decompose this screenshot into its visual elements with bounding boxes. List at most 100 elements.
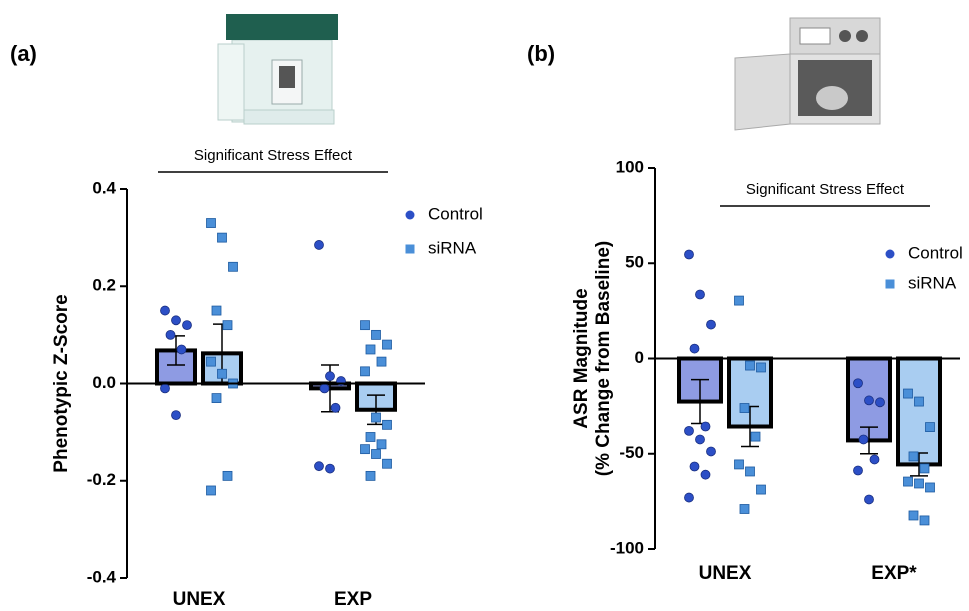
data-point [750,431,761,442]
legend-marker [405,244,415,254]
data-point [365,470,376,481]
data-point [734,295,744,306]
data-point [382,419,392,430]
data-point [734,459,744,470]
data-point [864,395,874,406]
legend-label: Control [428,204,483,223]
data-point [165,329,176,340]
data-point [853,378,863,389]
y-tick-label: 100 [616,157,644,176]
data-point [700,469,711,480]
data-point [325,463,335,474]
data-point [360,366,370,377]
y-tick-label: -50 [619,443,644,462]
data-point [925,422,935,432]
data-point [908,510,919,521]
data-point [171,315,181,326]
data-point [217,232,227,243]
legend-label: siRNA [428,238,477,257]
legend-label: Control [908,243,963,262]
data-point [756,484,766,495]
data-point [330,402,341,413]
data-point [314,461,324,472]
data-point [371,329,381,340]
x-tick-label: UNEX [699,563,752,584]
data-point [689,343,700,354]
data-point [739,504,750,514]
data-point [756,362,766,373]
data-point [211,393,222,403]
bar [896,356,942,467]
error-bar [860,426,878,455]
y-axis-label: Phenotypic Z-Score [51,294,72,472]
data-point [864,494,874,505]
data-point [371,412,381,423]
x-tick-label: EXP [334,589,372,610]
data-point [171,410,181,421]
data-point [206,356,216,367]
data-point [914,396,924,407]
y-axis-label-line: Phenotypic Z-Score [51,294,72,472]
data-point [853,465,863,476]
data-point [875,397,885,408]
data-point [689,461,700,472]
data-point [376,439,387,450]
y-tick-label: 0.4 [92,178,116,197]
data-point [745,466,755,477]
y-tick-label: 0.2 [92,276,116,295]
data-point [914,478,924,489]
data-point [160,305,170,316]
data-point [382,339,392,350]
data-point [182,320,192,331]
data-point [325,371,335,382]
y-axis-label: ASR Magnitude(% Change from Baseline) [571,241,614,476]
data-point [858,434,869,445]
panel-label: (b) [527,41,555,66]
data-point [695,289,705,300]
data-point [371,449,381,459]
y-tick-label: 50 [625,253,644,272]
data-point [908,451,919,462]
data-point [376,356,387,367]
data-point [217,368,227,379]
data-point [903,388,913,399]
y-tick-label: -100 [610,538,644,557]
y-tick-label: 0 [635,348,644,367]
y-tick-label: -0.2 [87,470,116,489]
data-point [319,383,330,394]
legend-label: siRNA [908,273,957,292]
data-point [206,485,216,496]
data-point [382,458,392,469]
data-point [706,319,716,330]
data-point [700,421,711,432]
data-point [903,476,913,487]
panel-label: (a) [10,41,37,66]
data-point [360,320,370,331]
annotation: Significant Stress Effect [746,181,905,198]
data-point [222,470,233,481]
data-point [365,344,376,355]
data-point [176,344,187,355]
x-tick-label: EXP* [871,563,917,584]
legend-marker [405,210,415,220]
data-point [745,360,755,371]
data-point [684,492,694,503]
data-point [160,383,170,394]
y-tick-label: -0.4 [87,567,117,586]
data-point [739,403,750,413]
data-point [314,240,324,250]
data-point [706,446,716,457]
data-point [684,425,694,436]
y-axis-label-line: (% Change from Baseline) [593,241,614,476]
data-point [228,261,238,272]
apparatus-illustration [217,14,338,125]
legend-marker [885,279,895,289]
data-point [211,305,222,316]
data-point [919,463,930,474]
data-point [222,320,233,331]
data-point [919,515,930,526]
data-point [365,432,376,442]
y-axis-label-line: ASR Magnitude [571,288,592,428]
apparatus-illustration [734,17,881,131]
